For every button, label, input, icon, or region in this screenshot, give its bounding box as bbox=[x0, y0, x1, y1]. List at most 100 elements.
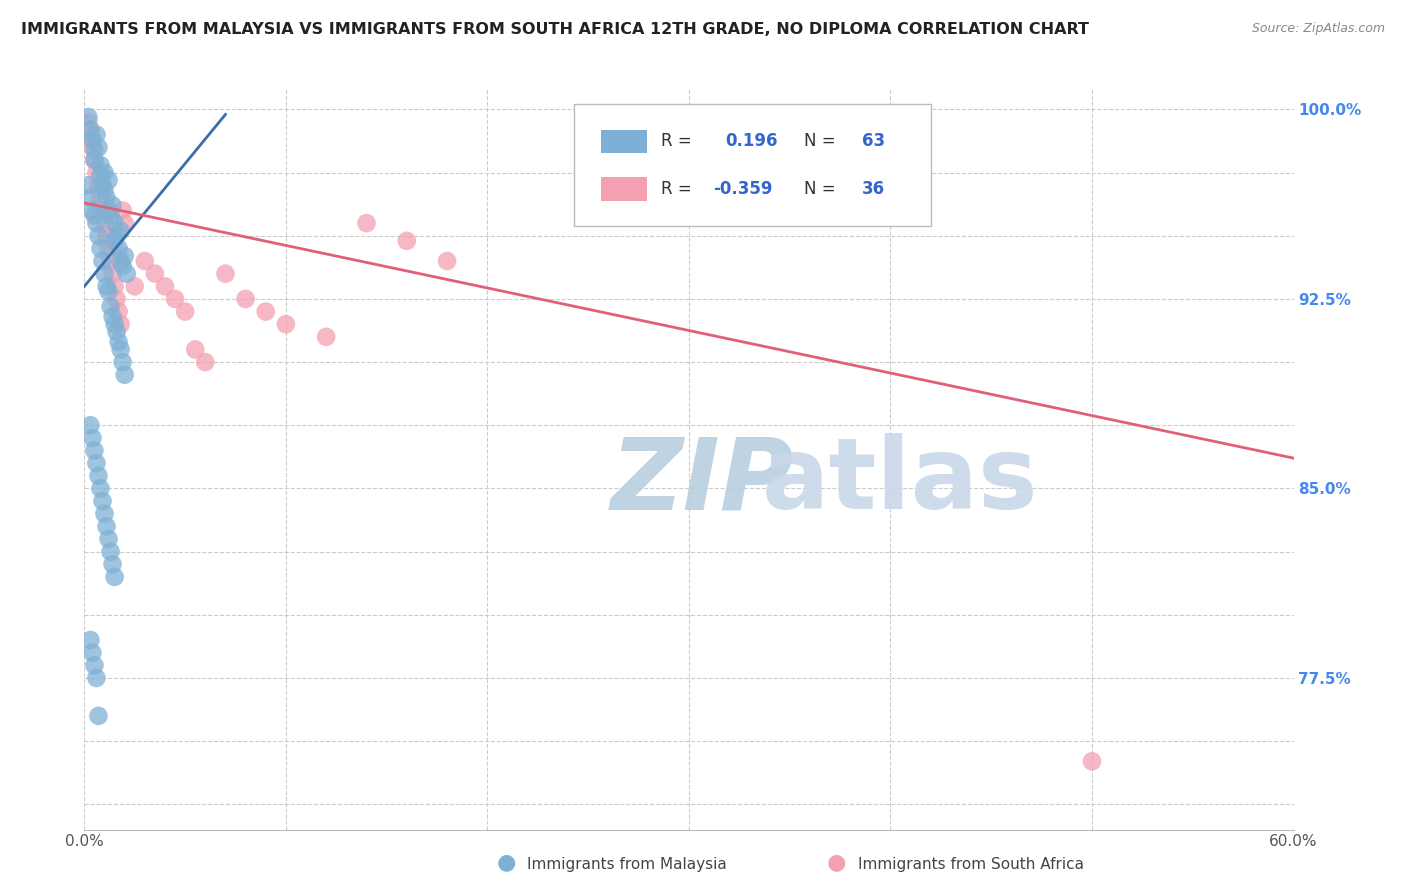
Text: -0.359: -0.359 bbox=[713, 179, 773, 198]
Point bbox=[93, 183, 115, 197]
Bar bbox=[600, 129, 647, 153]
Text: ●: ● bbox=[496, 853, 516, 872]
Point bbox=[356, 216, 378, 230]
Point bbox=[97, 173, 120, 187]
Point bbox=[134, 254, 156, 268]
Point bbox=[101, 198, 124, 212]
Point bbox=[96, 228, 118, 243]
Point bbox=[104, 317, 127, 331]
Point bbox=[89, 191, 111, 205]
Point bbox=[436, 254, 458, 268]
Point bbox=[93, 267, 115, 281]
Point bbox=[97, 203, 120, 218]
Point bbox=[184, 343, 207, 357]
Point bbox=[104, 570, 127, 584]
Point bbox=[87, 140, 110, 154]
Text: ●: ● bbox=[827, 853, 846, 872]
Text: Immigrants from Malaysia: Immigrants from Malaysia bbox=[527, 857, 727, 872]
Point bbox=[97, 241, 120, 255]
Point bbox=[82, 203, 104, 218]
Point bbox=[82, 140, 104, 154]
Point bbox=[87, 228, 110, 243]
Bar bbox=[600, 177, 647, 201]
Point bbox=[100, 300, 122, 314]
Point bbox=[104, 234, 127, 248]
Point bbox=[315, 330, 337, 344]
Point bbox=[107, 304, 129, 318]
Point bbox=[274, 317, 297, 331]
Text: atlas: atlas bbox=[762, 434, 1038, 530]
Point bbox=[235, 292, 257, 306]
Point bbox=[91, 178, 114, 193]
Text: 63: 63 bbox=[862, 133, 884, 151]
Point bbox=[83, 153, 105, 167]
Point bbox=[254, 304, 277, 318]
Point bbox=[110, 317, 132, 331]
Point bbox=[96, 191, 118, 205]
Text: 36: 36 bbox=[862, 179, 884, 198]
Point bbox=[82, 646, 104, 660]
Point bbox=[91, 494, 114, 508]
Point bbox=[79, 191, 101, 205]
Point bbox=[194, 355, 217, 369]
Point bbox=[214, 267, 236, 281]
Point bbox=[87, 468, 110, 483]
Point bbox=[82, 431, 104, 445]
Point bbox=[101, 267, 124, 281]
Point bbox=[115, 267, 138, 281]
Point bbox=[96, 279, 118, 293]
Text: ZIP: ZIP bbox=[610, 434, 793, 530]
Point bbox=[86, 128, 108, 142]
Text: N =: N = bbox=[804, 133, 841, 151]
Point bbox=[114, 368, 136, 382]
Point bbox=[104, 279, 127, 293]
Point bbox=[111, 259, 134, 273]
Point bbox=[89, 168, 111, 182]
Point bbox=[111, 355, 134, 369]
Point bbox=[110, 224, 132, 238]
Point bbox=[100, 209, 122, 223]
Point bbox=[143, 267, 166, 281]
Point bbox=[79, 633, 101, 648]
Point bbox=[83, 209, 105, 223]
Point bbox=[77, 178, 100, 193]
Point bbox=[104, 216, 127, 230]
Point bbox=[105, 228, 128, 243]
Text: 0.196: 0.196 bbox=[725, 133, 778, 151]
Text: IMMIGRANTS FROM MALAYSIA VS IMMIGRANTS FROM SOUTH AFRICA 12TH GRADE, NO DIPLOMA : IMMIGRANTS FROM MALAYSIA VS IMMIGRANTS F… bbox=[21, 22, 1090, 37]
Point bbox=[105, 292, 128, 306]
Point bbox=[83, 443, 105, 458]
Point bbox=[93, 507, 115, 521]
Point bbox=[114, 249, 136, 263]
Point bbox=[86, 671, 108, 685]
Point bbox=[395, 234, 418, 248]
Point bbox=[89, 158, 111, 172]
Point bbox=[89, 241, 111, 255]
Point bbox=[83, 658, 105, 673]
Point bbox=[105, 325, 128, 339]
Point bbox=[100, 544, 122, 558]
Point bbox=[100, 254, 122, 268]
Point bbox=[86, 165, 108, 179]
Point bbox=[110, 343, 132, 357]
Point bbox=[89, 482, 111, 496]
Point bbox=[86, 216, 108, 230]
Point bbox=[101, 558, 124, 572]
Point bbox=[165, 292, 187, 306]
Point bbox=[107, 241, 129, 255]
Point bbox=[83, 153, 105, 167]
Text: N =: N = bbox=[804, 179, 841, 198]
Point bbox=[82, 133, 104, 147]
Point bbox=[91, 254, 114, 268]
Point bbox=[87, 709, 110, 723]
Point bbox=[91, 203, 114, 218]
Point bbox=[77, 115, 100, 129]
Point bbox=[96, 519, 118, 533]
Text: Immigrants from South Africa: Immigrants from South Africa bbox=[858, 857, 1084, 872]
Point bbox=[153, 279, 176, 293]
Point bbox=[111, 203, 134, 218]
FancyBboxPatch shape bbox=[574, 104, 931, 227]
Point bbox=[97, 285, 120, 299]
Text: Source: ZipAtlas.com: Source: ZipAtlas.com bbox=[1251, 22, 1385, 36]
Point bbox=[77, 110, 100, 124]
